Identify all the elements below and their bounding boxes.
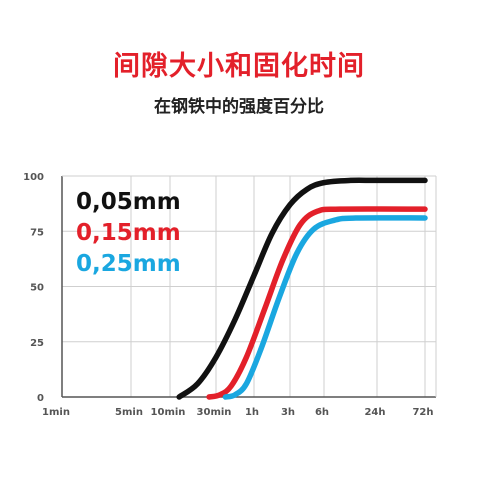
series-lines: [176, 177, 428, 400]
y-tick-label: 0: [37, 393, 44, 404]
legend: 0,05mm 0,15mm 0,25mm: [76, 189, 181, 277]
y-tick-label: 75: [30, 227, 44, 238]
x-tick-label: 5min: [115, 407, 143, 418]
chart-subtitle: 在钢铁中的强度百分比: [154, 97, 324, 116]
x-tick-label: 1h: [245, 407, 259, 418]
y-tick-label: 50: [30, 283, 44, 294]
legend-entry-2: 0,15mm: [76, 220, 181, 246]
x-tick-label: 1min: [42, 407, 70, 418]
x-tick-label: 3h: [281, 407, 295, 418]
x-tick-label: 72h: [412, 407, 433, 418]
y-tick-label: 100: [23, 172, 44, 183]
axes: 0 25 50 75 100 1min 5min 10min 30min 1h 3h 6h 24h 72h: [23, 172, 437, 418]
x-tick-label: 30min: [197, 407, 232, 418]
legend-entry-1: 0,05mm: [76, 189, 181, 215]
series-line-3: [222, 215, 428, 400]
x-tick-label: 6h: [315, 407, 329, 418]
y-tick-label: 25: [30, 338, 44, 349]
legend-entry-3: 0,25mm: [76, 251, 181, 277]
series-line-1: [176, 177, 428, 400]
series-line-2: [206, 206, 428, 400]
x-tick-label: 24h: [364, 407, 385, 418]
chart-title: 间隙大小和固化时间: [113, 51, 365, 81]
x-tick-label: 10min: [151, 407, 186, 418]
